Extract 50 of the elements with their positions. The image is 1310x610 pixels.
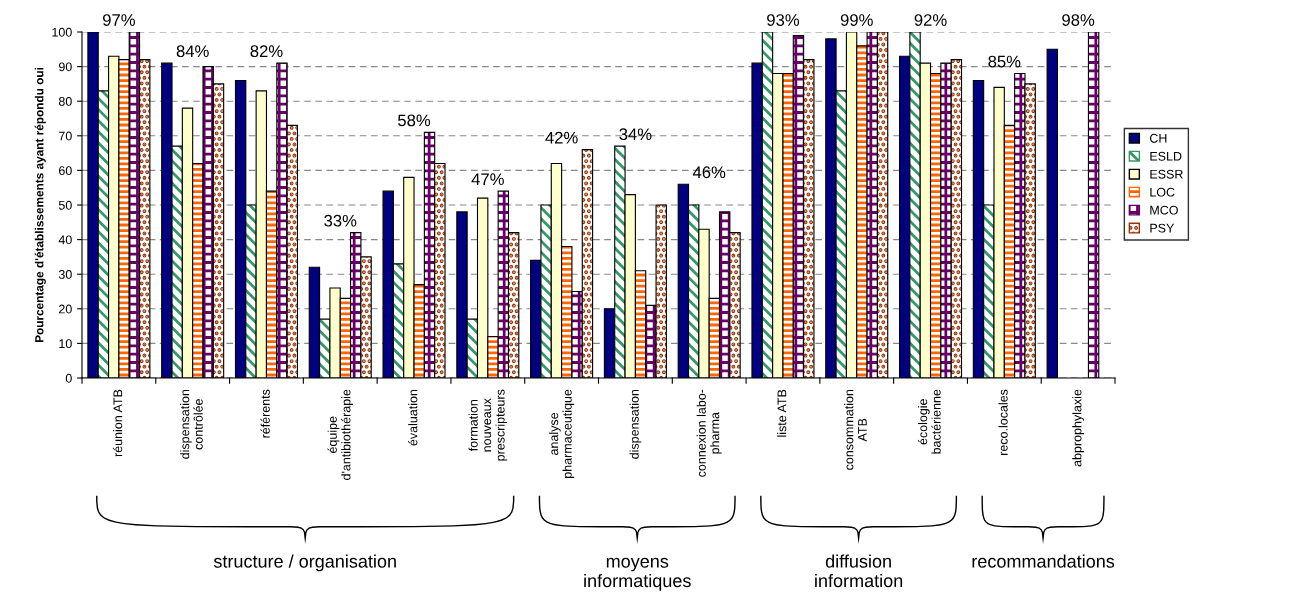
annotation: 47%: [471, 173, 504, 186]
text: 92%: [914, 14, 947, 26]
y-tick-label: 60: [59, 166, 72, 176]
text: 97%: [103, 14, 135, 26]
x-tick-label: dispensation: [629, 389, 642, 459]
legend-label: MCO: [1150, 205, 1178, 215]
y-tick-label: 100: [52, 27, 72, 37]
text: moyens informatiques: [584, 557, 691, 591]
y-tick-label: 90: [58, 62, 72, 72]
x-tick-label: évaluation: [408, 389, 418, 446]
legend-label: LOC: [1150, 187, 1175, 197]
text: 99%: [840, 14, 873, 26]
y-tick-label: 50: [58, 200, 72, 210]
annotation: 58%: [398, 114, 431, 127]
y-tick-label: 30: [58, 270, 72, 279]
x-tick-label: liste ATB: [777, 389, 787, 437]
y-axis-title: Pourcentage d'établissements ayant répondu oui: [34, 67, 46, 343]
x-tick-label: référents: [260, 389, 270, 438]
annotation: 33%: [324, 214, 357, 227]
y-tick-label: 70: [59, 131, 72, 141]
x-tick-label: reco.locales: [998, 389, 1008, 455]
annotation: 46%: [692, 166, 726, 179]
text: 93%: [767, 14, 800, 26]
y-tick-label: 40: [58, 235, 72, 245]
text: structure / organisation: [213, 554, 396, 572]
y-tick-label: 0: [65, 373, 72, 383]
legend-label: PSY: [1150, 223, 1175, 233]
annotation: 34%: [619, 128, 652, 141]
annotation: 82%: [250, 45, 283, 58]
x-tick-label: réunion ATB: [112, 389, 123, 457]
annotation: 42%: [545, 131, 578, 144]
x-tick-label: consommation ATB: [844, 389, 867, 470]
y-tick-label: 20: [59, 304, 72, 314]
x-tick-label: écologie bactérienne: [917, 389, 941, 454]
y-tick-label: 80: [58, 97, 72, 106]
annotation: 84%: [176, 45, 209, 58]
legend-label: ESSR: [1150, 169, 1183, 179]
text: 98%: [1062, 14, 1095, 26]
text: recommandations: [972, 554, 1115, 568]
y-tick-label: 10: [59, 339, 72, 349]
legend-label: ESLD: [1150, 151, 1182, 161]
x-tick-label: équipe d'antibiothérapie: [327, 389, 353, 480]
x-tick-label: connexion labo- pharma: [696, 389, 722, 477]
x-tick-label: analyse pharmaceutique: [549, 389, 575, 478]
text: diffusion information: [815, 554, 903, 588]
annotation: 85%: [988, 55, 1021, 68]
legend-label: CH: [1149, 133, 1167, 143]
x-tick-label: dispensation contrôlée: [180, 389, 203, 459]
x-tick-label: abprophylaxie: [1072, 389, 1084, 467]
x-tick-label: formation nouveaux prescripteurs: [468, 389, 508, 461]
